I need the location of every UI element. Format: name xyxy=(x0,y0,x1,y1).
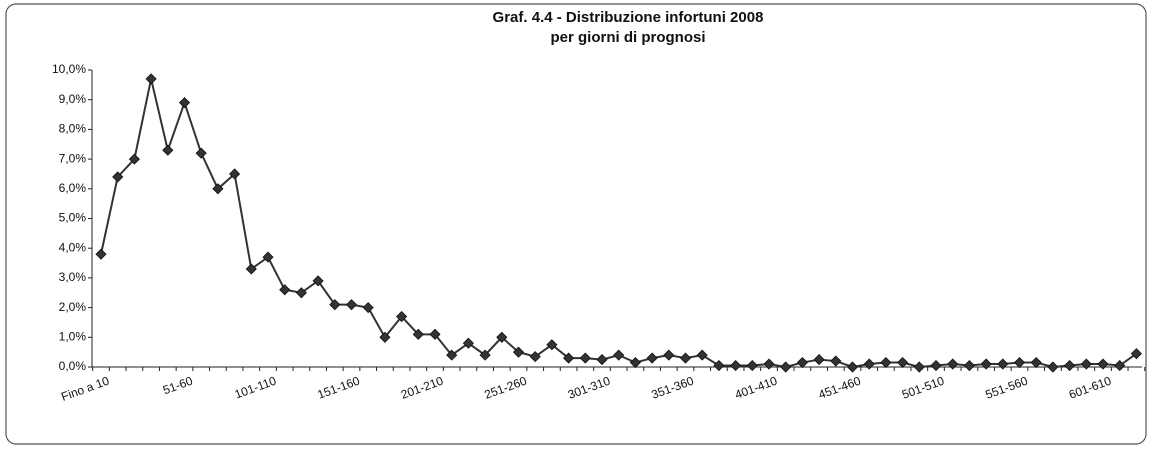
data-point xyxy=(429,328,441,340)
data-point xyxy=(496,331,508,343)
data-point xyxy=(362,302,374,314)
data-point xyxy=(446,349,458,361)
data-point xyxy=(930,359,942,372)
data-point xyxy=(295,287,307,299)
data-point xyxy=(1080,358,1092,370)
data-point xyxy=(396,310,408,323)
data-point xyxy=(512,346,525,358)
data-point xyxy=(696,349,708,361)
data-point xyxy=(128,153,140,165)
y-tick-label: 6,0% xyxy=(59,181,87,195)
data-point xyxy=(178,97,191,109)
data-point xyxy=(245,263,257,275)
chart-frame xyxy=(5,3,1147,445)
data-point xyxy=(1064,359,1076,372)
y-tick-label: 3,0% xyxy=(59,270,87,284)
data-point xyxy=(846,361,859,373)
data-point xyxy=(479,349,491,361)
data-point xyxy=(329,299,341,311)
data-point xyxy=(279,284,291,296)
y-tick-label: 4,0% xyxy=(59,240,87,254)
data-point xyxy=(145,73,157,85)
data-point xyxy=(629,356,641,369)
data-point xyxy=(195,147,207,159)
data-point xyxy=(730,359,742,372)
data-point xyxy=(963,359,975,372)
data-point xyxy=(529,351,541,363)
data-point xyxy=(1047,361,1059,373)
data-point xyxy=(462,337,474,349)
data-point xyxy=(796,356,808,369)
data-point xyxy=(579,352,591,364)
data-point xyxy=(546,339,558,351)
data-point xyxy=(1130,348,1142,360)
data-point xyxy=(345,299,358,311)
data-point xyxy=(863,358,875,370)
data-point xyxy=(746,359,758,372)
chart-title: per giorni di prognosi xyxy=(551,29,706,46)
y-tick-label: 9,0% xyxy=(59,92,87,106)
data-point xyxy=(780,361,792,373)
data-point xyxy=(1114,359,1126,372)
y-tick-label: 8,0% xyxy=(59,122,87,136)
data-point xyxy=(830,355,842,367)
data-point xyxy=(763,358,775,370)
data-point xyxy=(229,168,241,180)
data-point xyxy=(212,183,224,195)
y-tick-label: 2,0% xyxy=(59,300,87,314)
data-point xyxy=(913,361,925,373)
y-tick-label: 10,0% xyxy=(52,62,86,76)
data-point xyxy=(262,251,274,263)
chart-title: Graf. 4.4 - Distribuzione infortuni 2008 xyxy=(493,9,764,26)
y-tick-label: 5,0% xyxy=(59,211,87,225)
data-point xyxy=(162,144,174,156)
data-point xyxy=(412,328,424,340)
data-point xyxy=(713,359,725,372)
data-point xyxy=(679,352,692,364)
data-point xyxy=(112,171,124,183)
data-point xyxy=(1097,358,1109,370)
data-point xyxy=(1013,356,1026,369)
data-point xyxy=(1030,356,1042,369)
data-point xyxy=(563,352,575,364)
data-point xyxy=(997,358,1009,370)
data-point xyxy=(897,356,909,369)
data-point xyxy=(880,356,892,369)
y-tick-label: 7,0% xyxy=(59,151,87,165)
data-point xyxy=(663,349,675,361)
y-tick-label: 1,0% xyxy=(59,329,87,343)
data-point xyxy=(947,358,959,370)
data-point xyxy=(95,248,107,260)
y-tick-label: 0,0% xyxy=(59,359,87,373)
data-point xyxy=(980,358,992,370)
data-point xyxy=(813,354,825,366)
data-point xyxy=(646,352,658,364)
data-point xyxy=(379,331,391,343)
data-point xyxy=(613,349,625,361)
data-point xyxy=(596,354,608,366)
data-point xyxy=(312,275,324,287)
